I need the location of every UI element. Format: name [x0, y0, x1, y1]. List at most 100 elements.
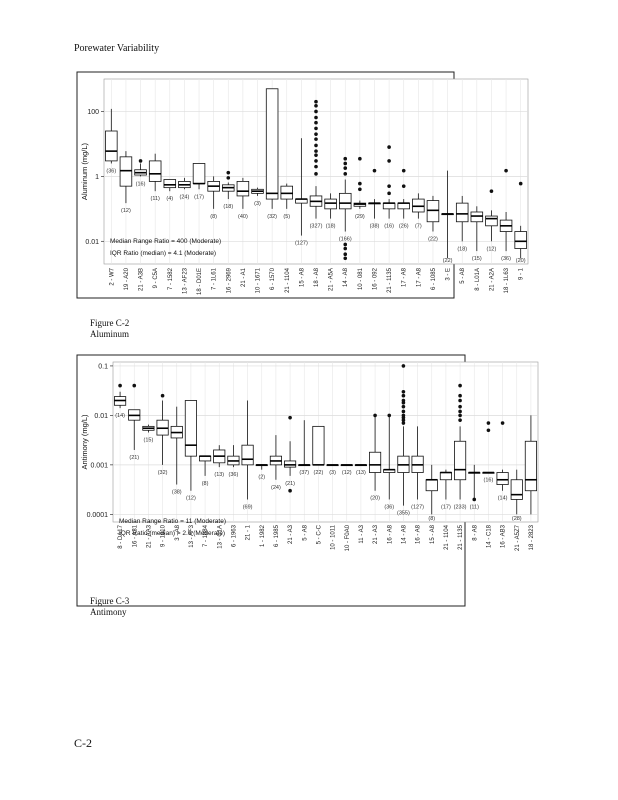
box-11: (2) 1 - 1982 — [255, 464, 268, 547]
box-9: (36) 6 - 1963 — [227, 445, 240, 547]
x-tick-label: 18 - A8 — [314, 267, 320, 287]
box-5: (4) 7 - 1582 — [163, 179, 177, 290]
sample-size-label: (36) — [106, 168, 116, 174]
outlier-point — [314, 172, 318, 176]
x-tick-label: 15 - A8 — [430, 524, 436, 544]
boxplot-chart-2: 0.0001 0.001 0.01 0.1 Antimony (mg/L) (14) 8 -… — [76, 354, 539, 607]
y-tick-label: 100 — [87, 109, 99, 116]
outlier-point — [343, 242, 348, 247]
box-25: (18) 5 - A8 — [455, 195, 469, 284]
sample-size-label: (12) — [487, 246, 497, 252]
x-tick-label: 6 - 1985 — [274, 524, 280, 547]
box-15: (327) 18 - A8 — [310, 99, 323, 287]
outlier-point — [458, 418, 462, 422]
x-tick-label: 13 - C1A — [217, 525, 223, 549]
box-28: (14) 16 - AB3 — [496, 421, 509, 548]
box-3: (15) 21 - AA3 — [142, 424, 155, 548]
outlier-point — [226, 170, 231, 175]
box-23: (22) 6 - 1085 — [426, 195, 440, 290]
x-tick-label: 8 - A8 — [472, 524, 478, 540]
sample-size-label: (38) — [370, 224, 380, 230]
x-tick-label: 16 - AB3 — [501, 524, 507, 548]
x-tick-label: 21 - A2A — [489, 268, 495, 291]
box-14: (127) 15 - A8 — [295, 138, 308, 287]
iqr-box — [485, 215, 498, 227]
x-tick-label: 6 - 1963 — [231, 524, 237, 547]
summary-annotation: Median Range Ratio = 400 (Moderate) — [110, 238, 221, 245]
box-12: (24) 6 - 1985 — [269, 435, 282, 547]
summary-annotation: IQR Ratio (median) = 4.1 (Moderate) — [110, 250, 216, 257]
x-tick-label: 17 - A8 — [416, 267, 422, 287]
iqr-box — [265, 88, 279, 200]
x-tick-label: 7 - 1084 — [203, 524, 209, 547]
box-30: 18 - 2823 — [524, 415, 537, 550]
outlier-point — [343, 252, 348, 257]
outlier-point — [343, 156, 348, 161]
x-tick-label: 13 - AF3 — [189, 524, 195, 547]
x-tick-label: 14 - A8 — [401, 524, 407, 544]
box-3: (16) 21 - A3B — [134, 159, 147, 291]
outlier-point — [343, 166, 348, 170]
box-15: (22) 5 - C-C — [312, 425, 325, 544]
box-6: (12) 13 - AF3 — [184, 400, 197, 548]
sample-size-label: (36) — [229, 472, 239, 478]
outlier-point — [132, 383, 137, 388]
iqr-box — [236, 181, 250, 197]
outlier-point — [489, 189, 494, 193]
box-21: (355) 14 - A8 — [397, 364, 410, 544]
box-22: (7) 17 - A8 — [412, 193, 425, 287]
sample-size-label: (13) — [356, 470, 366, 476]
outlier-point — [314, 115, 318, 120]
outlier-point — [343, 172, 348, 176]
outlier-point — [387, 145, 391, 149]
box-13: (5) 21 - 1104 — [280, 183, 294, 293]
sample-size-label: (26) — [399, 224, 409, 230]
box-20: (36) 16 - A8 — [383, 413, 396, 544]
iqr-box — [324, 198, 337, 210]
boxplot-chart-1: 0.01 1 100 Aluminum (mg/L) (36) 2 - W7 (12) 19 … — [76, 71, 529, 299]
outlier-point — [401, 413, 406, 418]
iqr-box — [163, 179, 177, 189]
box-1: (14) 8 - DA17 — [114, 383, 127, 549]
x-tick-label: 5 - A8 — [460, 267, 466, 283]
outlier-point — [372, 168, 377, 173]
sample-size-label: (13) — [214, 472, 224, 478]
box-5: (38) 3 - A8 — [170, 406, 183, 541]
box-14: (37) 5 - A8 — [298, 420, 311, 541]
box-26: (15) 8 - L01A — [470, 206, 484, 291]
box-18: (29) 10 - 081 — [353, 156, 367, 290]
x-tick-label: 16 - 092 — [372, 267, 378, 290]
sample-size-label: (32) — [158, 470, 168, 476]
x-tick-label: 19 - A20 — [124, 267, 130, 290]
box-27: (12) 21 - A2A — [485, 189, 498, 291]
sample-size-label: (24) — [180, 194, 190, 200]
sample-size-label: (36) — [501, 256, 511, 262]
x-tick-label: 16 - A8 — [387, 524, 393, 544]
x-tick-label: 18 - 2823 — [529, 524, 535, 550]
sample-size-label: (18) — [457, 246, 467, 252]
iqr-box — [496, 472, 509, 485]
x-tick-label: 16 - A31 — [132, 524, 138, 547]
outlier-point — [401, 184, 406, 188]
box-17: (166) 14 - A8 — [339, 156, 352, 287]
iqr-box — [454, 440, 467, 481]
box-10: (40) 21 - A1 — [236, 177, 250, 287]
sample-size-label: (8) — [428, 516, 435, 522]
x-tick-label: 21 - 1104 — [444, 524, 450, 550]
sample-size-label: (18) — [326, 224, 336, 230]
outlier-point — [314, 109, 318, 114]
sample-size-label: (69) — [243, 504, 253, 510]
outlier-point — [401, 393, 406, 398]
outlier-point — [314, 126, 318, 131]
box-29: (28) 21 - A5Z7 — [510, 469, 523, 551]
sample-size-label: (21) — [129, 455, 139, 461]
box-11: (3) 10 - 1671 — [251, 187, 264, 293]
outlier-point — [458, 383, 462, 388]
outlier-point — [314, 137, 318, 141]
outlier-point — [314, 164, 318, 169]
x-tick-label: 21 - A3 — [373, 524, 379, 544]
outlier-point — [401, 418, 406, 422]
outlier-point — [314, 99, 318, 104]
x-tick-label: 6 - 1085 — [431, 267, 437, 290]
x-tick-label: 13 - AF23 — [182, 267, 188, 294]
